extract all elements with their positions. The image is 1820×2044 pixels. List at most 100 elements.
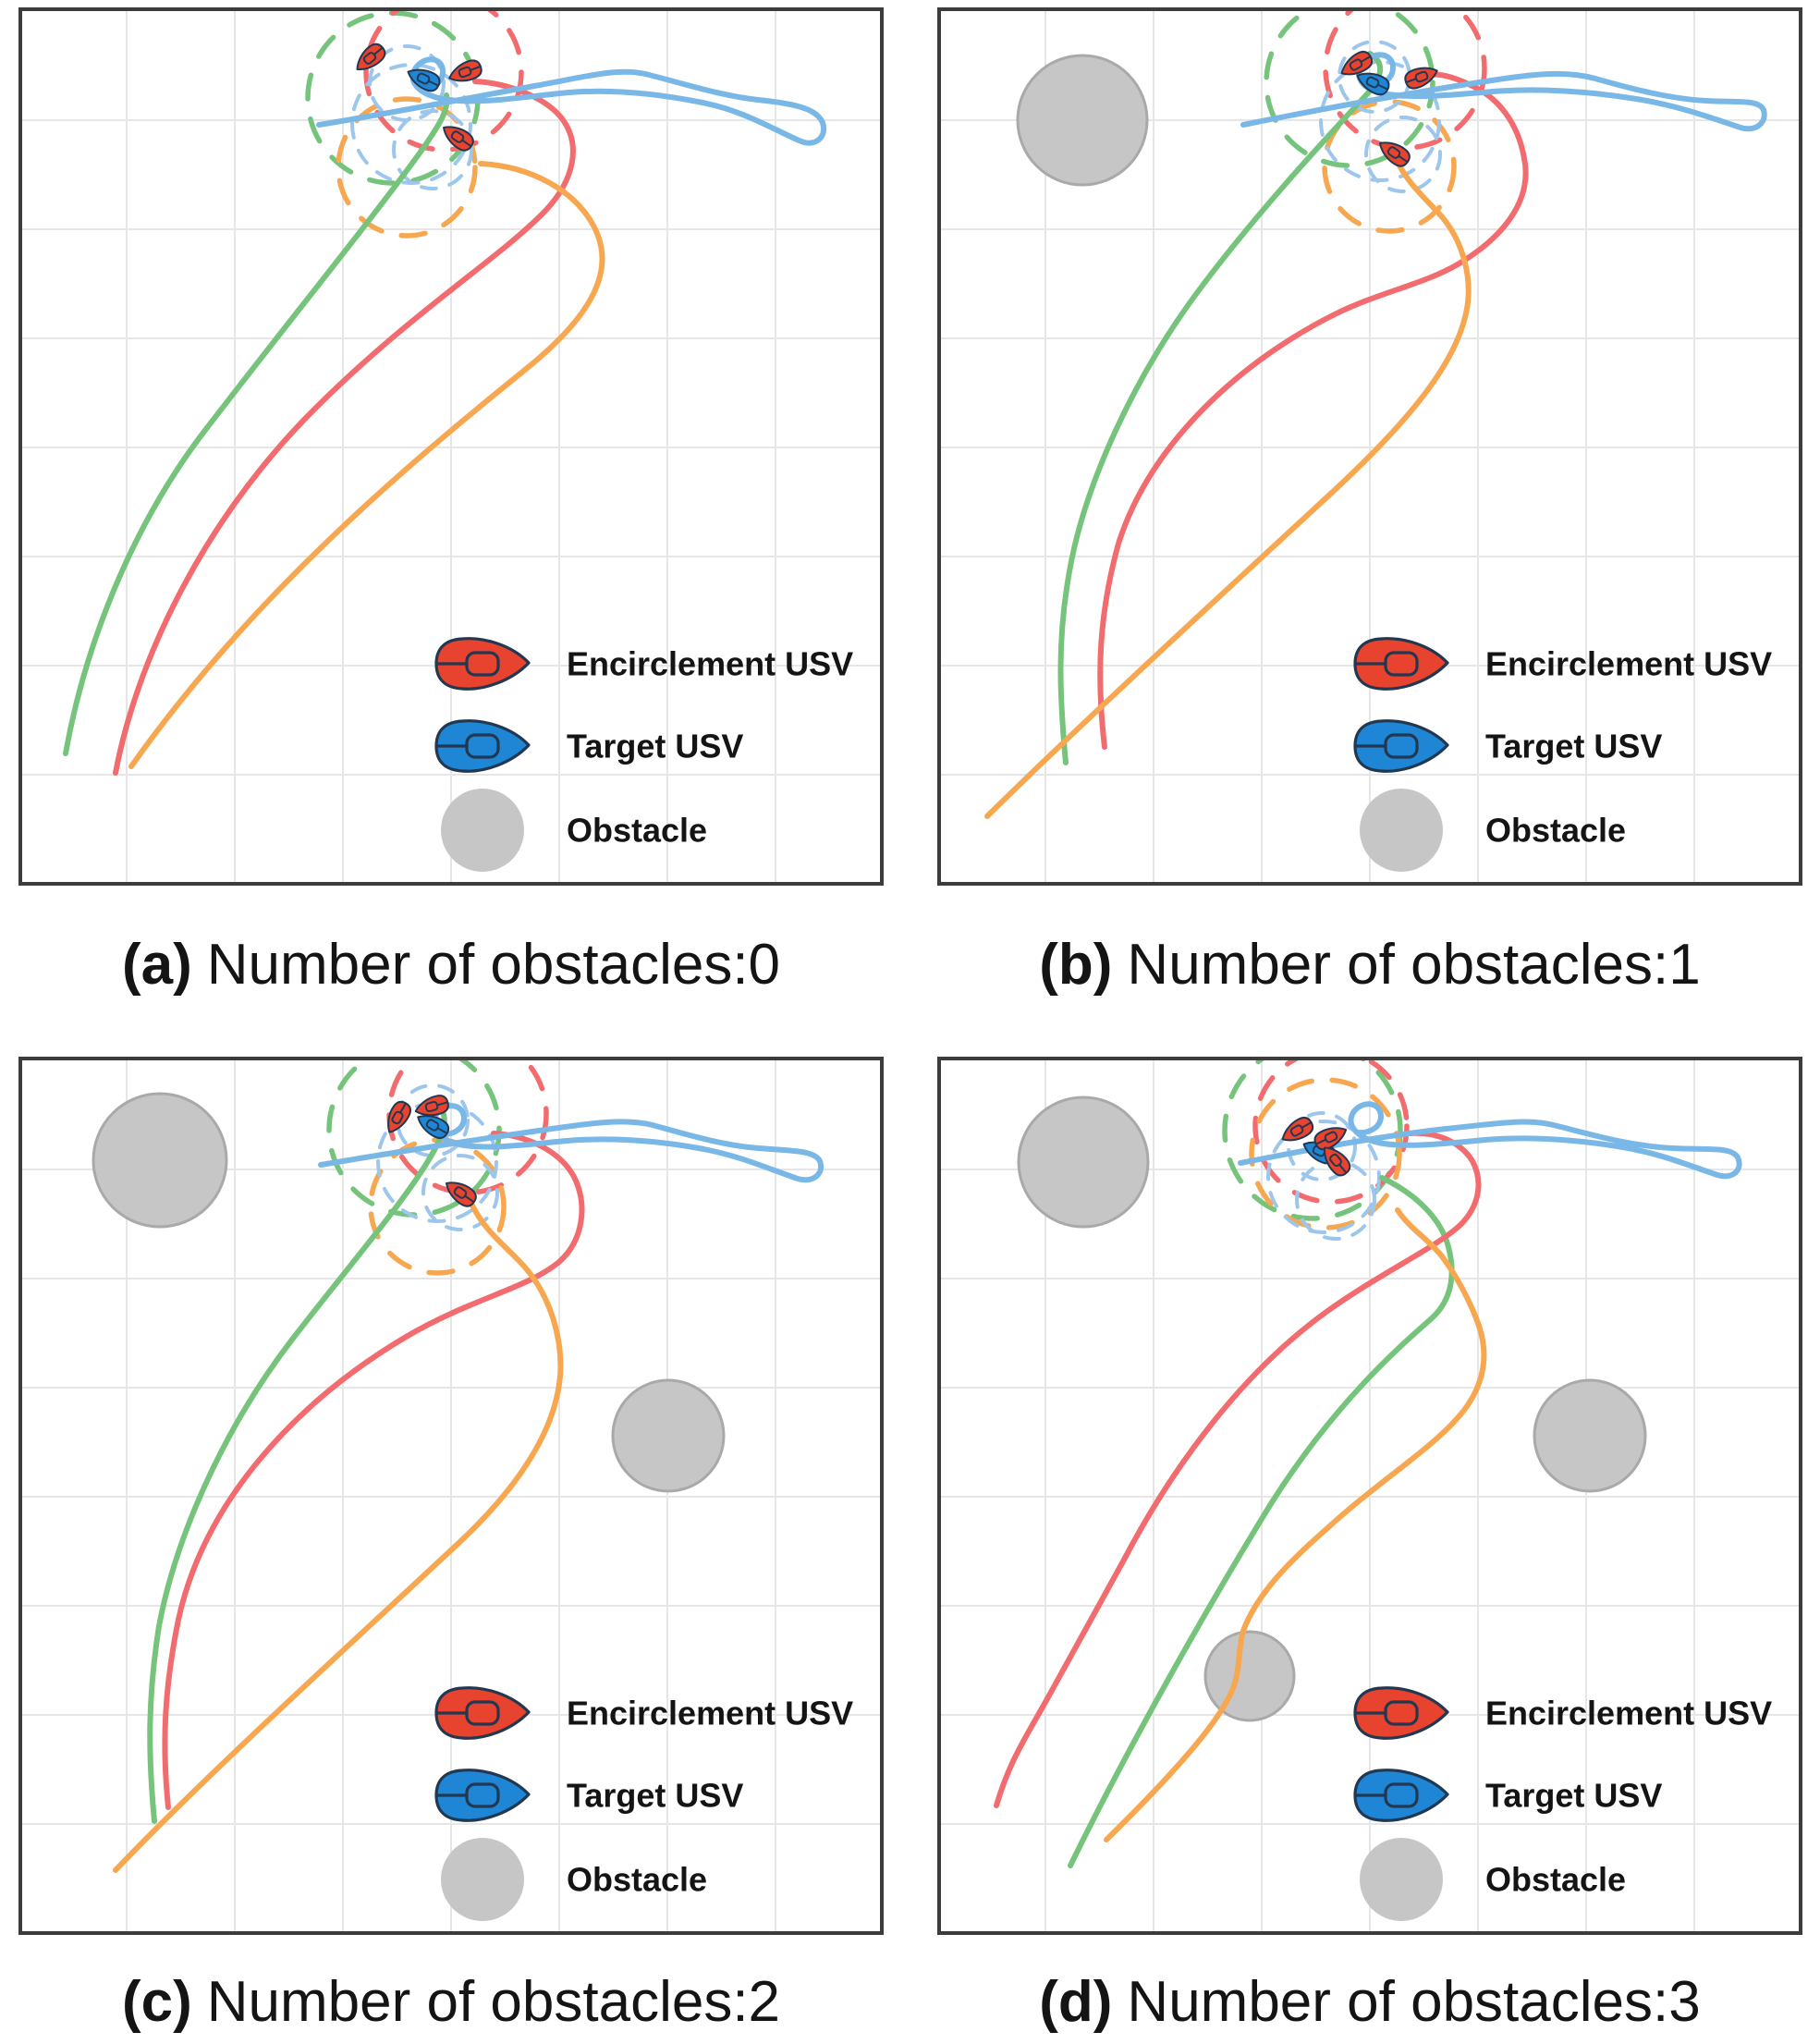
encirclement-usv-marker	[1313, 1127, 1348, 1151]
boat-cockpit	[1365, 76, 1380, 89]
legend-label: Target USV	[567, 1777, 743, 1815]
encirclement-usv-marker	[1324, 1146, 1351, 1177]
encirclement-usv-marker	[1404, 67, 1438, 90]
blue-ring-encirclement-ring	[1319, 60, 1441, 182]
encirclement-usv-marker	[446, 1181, 477, 1207]
boat-cockpit	[453, 1186, 468, 1199]
orange-trajectory	[1104, 1207, 1487, 1842]
legend-label: Obstacle	[1485, 1861, 1626, 1899]
boat-keel-line	[461, 139, 472, 148]
panel-c-plot: Encirclement USV Target USV Obstacle	[18, 1057, 884, 1935]
green-trajectory	[1068, 1175, 1455, 1868]
boat-keel-line	[464, 1194, 475, 1204]
target-usv-marker	[1356, 72, 1390, 96]
orange-encirclement-ring	[368, 1137, 507, 1276]
boat-cockpit	[465, 651, 500, 677]
boat-keel-line	[399, 1102, 407, 1114]
panel-b-svg: Encirclement USV Target USV Obstacle	[937, 7, 1802, 886]
red-encirclement-ring	[363, 7, 524, 153]
orange-encirclement-ring	[1249, 1077, 1402, 1230]
orange-trajectory	[128, 161, 605, 769]
boat-cockpit	[465, 733, 500, 759]
orange-trajectory	[984, 153, 1472, 819]
encirclement-usv-marker	[1379, 141, 1411, 167]
boat-cockpit	[1289, 1124, 1304, 1137]
boat-cockpit	[1414, 70, 1429, 83]
boat-hull	[434, 637, 531, 691]
legend-label: Obstacle	[1485, 812, 1626, 850]
boat-hull	[1404, 67, 1438, 90]
panel-b-plot: Encirclement USV Target USV Obstacle	[937, 7, 1802, 886]
boat-cockpit	[416, 72, 431, 85]
legend-encirclement-usv-icon	[434, 1686, 531, 1740]
legend-target-usv-icon	[1353, 1769, 1449, 1822]
legend-target-usv-icon	[434, 1769, 531, 1822]
boat-keel-line	[436, 1127, 448, 1134]
boat-hull	[356, 43, 386, 70]
encirclement-usv-marker	[1340, 51, 1374, 76]
encirclement-usv-marker	[443, 126, 474, 152]
green-encirclement-ring	[1222, 1057, 1403, 1221]
boat-cockpit	[1384, 651, 1419, 677]
caption-d-tag: (d)	[1039, 1970, 1113, 2034]
obstacle-circle	[1203, 1630, 1296, 1722]
encirclement-usv-marker	[414, 1095, 449, 1117]
red-trajectory	[994, 1130, 1482, 1808]
blue-ring-encirclement-ring	[1364, 116, 1442, 193]
panel-border	[18, 1057, 884, 1935]
orange-encirclement-ring	[1322, 99, 1457, 234]
legend-label: Encirclement USV	[1485, 1695, 1772, 1732]
obstacle-circle	[611, 1378, 726, 1493]
green-trajectory	[1057, 51, 1383, 765]
caption-a-tag: (a)	[121, 933, 192, 997]
boat-cockpit	[465, 1700, 500, 1726]
boat-hull	[417, 1115, 450, 1139]
caption-c-tag: (c)	[121, 1970, 192, 2034]
encirclement-usv-marker	[1281, 1117, 1314, 1142]
boat-keel-line	[470, 65, 482, 71]
legend-label: Encirclement USV	[1485, 645, 1772, 683]
legend-obstacle-icon	[441, 789, 524, 872]
green-trajectory	[63, 92, 450, 756]
blue-ring-encirclement-ring	[1287, 1111, 1357, 1181]
encirclement-usv-marker	[448, 59, 482, 82]
grid-lines	[940, 1059, 1800, 1932]
boat-cockpit	[391, 1110, 404, 1125]
blue-ring-encirclement-ring	[350, 63, 472, 185]
caption-d-text: Number of obstacles:3	[1127, 1970, 1701, 2034]
blue-ring-encirclement-ring	[392, 109, 473, 190]
boat-cockpit	[458, 66, 472, 79]
legend-obstacle-icon	[1360, 789, 1443, 872]
blue-ring-encirclement-ring	[1266, 1120, 1381, 1234]
blue-trajectory	[1238, 1101, 1742, 1180]
blue-ring-encirclement-ring	[376, 1101, 498, 1223]
boat-keel-line	[1315, 1138, 1326, 1145]
obstacle-circle	[1017, 1095, 1150, 1229]
encirclement-usv-marker	[387, 1100, 411, 1133]
green-trajectory	[147, 1100, 447, 1824]
panel-d-plot: Encirclement USV Target USV Obstacle	[937, 1057, 1802, 1935]
boat-cockpit	[1384, 733, 1419, 759]
green-encirclement-ring	[1264, 7, 1435, 168]
panel-border	[937, 1057, 1802, 1935]
boat-keel-line	[1360, 55, 1372, 63]
boat-hull	[1379, 141, 1411, 167]
legend-encirclement-usv-icon	[1353, 1686, 1449, 1740]
caption-d: (d) Number of obstacles:3	[937, 1969, 1802, 2035]
legend-label: Target USV	[567, 728, 743, 765]
boat-hull	[446, 1181, 477, 1207]
boat-hull	[1313, 1127, 1348, 1151]
blue-ring-encirclement-ring	[396, 1083, 470, 1157]
legend: Encirclement USV Target USV Obstacle	[1353, 1686, 1772, 1921]
legend-obstacle-icon	[441, 1838, 524, 1921]
red-trajectory	[113, 79, 576, 776]
boat-keel-line	[436, 1101, 448, 1107]
boat-hull	[407, 68, 441, 92]
caption-b-tag: (b)	[1039, 933, 1113, 997]
panel-a-plot: Encirclement USV Target USV Obstacle	[18, 7, 884, 886]
obstacle-circle	[1533, 1378, 1647, 1493]
boat-cockpit	[1349, 58, 1363, 71]
panel-c-svg: Encirclement USV Target USV Obstacle	[18, 1057, 884, 1935]
boat-keel-line	[1338, 1164, 1348, 1174]
